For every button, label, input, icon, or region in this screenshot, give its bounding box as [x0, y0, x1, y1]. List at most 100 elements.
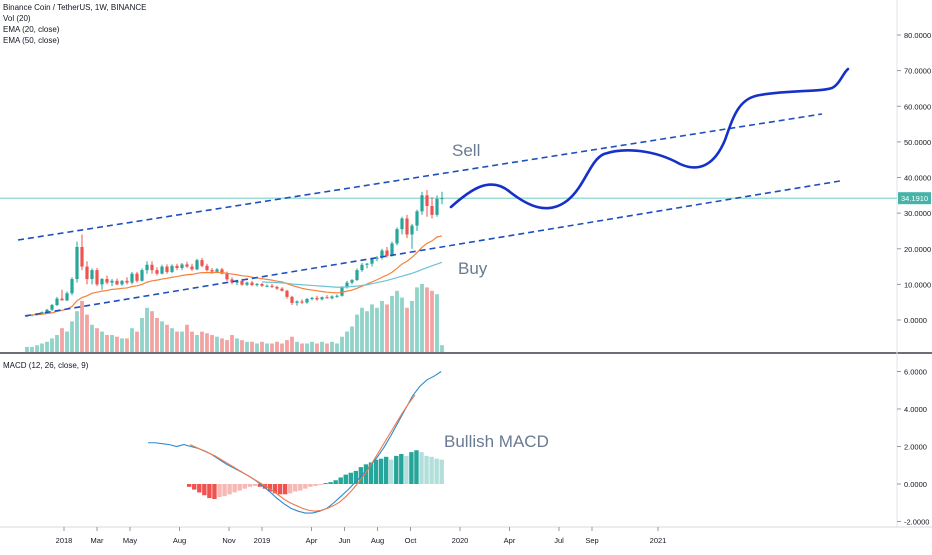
macd-histogram-bar — [293, 484, 298, 492]
volume-bar — [90, 324, 94, 352]
volume-bar — [425, 287, 429, 352]
main-legend: Binance Coin / TetherUS, 1W, BINANCE Vol… — [3, 2, 146, 46]
candle-body — [440, 198, 444, 200]
macd-tick-label: 4.0000 — [904, 405, 927, 414]
candle-body — [175, 265, 179, 268]
macd-histogram-bar — [227, 484, 232, 495]
candle-body — [405, 218, 409, 235]
macd-histogram-bar — [247, 484, 252, 487]
macd-histogram-bar — [197, 484, 202, 493]
price-tick-label: 40.0000 — [904, 174, 931, 183]
candle-body — [40, 312, 44, 314]
price-tick-label: 20.0000 — [904, 245, 931, 254]
volume-bar — [410, 301, 414, 352]
volume-bar — [25, 346, 29, 352]
price-tick-label: 60.0000 — [904, 102, 931, 111]
time-tick-label: Apr — [504, 536, 516, 545]
volume-bar — [305, 343, 309, 352]
channel-lower-line — [24, 180, 841, 317]
volume-bar — [245, 341, 249, 352]
candle-body — [435, 198, 439, 215]
candle-body — [310, 297, 314, 299]
volume-bar — [240, 340, 244, 352]
volume-bar — [370, 304, 374, 352]
volume-bar — [120, 338, 124, 352]
candle-body — [75, 246, 79, 280]
volume-bar — [60, 328, 64, 352]
price-tick-label: 0.0000 — [904, 316, 927, 325]
volume-bar — [390, 295, 394, 352]
macd-histogram-bar — [282, 484, 288, 495]
candle-body — [55, 298, 59, 306]
candle-body — [170, 265, 174, 272]
volume-bar — [165, 324, 169, 352]
candle-body — [395, 229, 399, 244]
time-tick-label: Oct — [405, 536, 418, 545]
volume-bar — [70, 321, 74, 352]
volume-bar — [150, 311, 154, 352]
volume-bar — [270, 343, 274, 352]
volume-bar — [265, 343, 269, 352]
candle-body — [255, 284, 259, 286]
candle-body — [100, 279, 104, 285]
candle-body — [120, 280, 124, 285]
time-tick-label: Jun — [338, 536, 350, 545]
candle-body — [260, 284, 264, 286]
macd-legend: MACD (12, 26, close, 9) — [3, 360, 88, 371]
volume-bar — [225, 340, 229, 352]
candle-body — [340, 287, 344, 296]
candle-body — [425, 195, 429, 206]
candle-body — [245, 282, 249, 285]
volume-bar — [385, 304, 389, 352]
candle-body — [300, 301, 304, 303]
candle-body — [315, 297, 319, 300]
candle-body — [400, 218, 404, 230]
volume-bar — [330, 341, 334, 352]
price-tick-label: 10.0000 — [904, 280, 931, 289]
macd-histogram-bar — [323, 483, 328, 485]
time-tick-label: 2021 — [650, 536, 667, 545]
macd-histogram-bar — [313, 484, 318, 486]
candle-body — [180, 264, 184, 268]
candle-body — [360, 264, 364, 271]
volume-bar — [85, 314, 89, 352]
candle-body — [65, 293, 69, 301]
candle-body — [225, 273, 229, 280]
volume-bar — [100, 331, 104, 352]
volume-bar — [195, 335, 199, 352]
candle-body — [215, 269, 219, 272]
ema20-legend[interactable]: EMA (20, close) — [3, 25, 60, 34]
volume-bar — [135, 331, 139, 352]
vol-legend[interactable]: Vol (20) — [3, 14, 31, 23]
volume-bar — [110, 335, 114, 352]
candle-body — [190, 266, 194, 270]
candle-body — [275, 286, 279, 289]
time-tick-label: Nov — [222, 536, 236, 545]
candle-body — [420, 195, 424, 212]
macd-histogram-bar — [424, 455, 429, 484]
price-tag-label: 34.1910 — [901, 194, 928, 203]
macd-title[interactable]: MACD (12, 26, close, 9) — [3, 361, 89, 370]
candle-body — [160, 266, 164, 274]
volume-bar — [40, 343, 44, 352]
macd-histogram-bar — [333, 480, 338, 484]
macd-histogram-bar — [237, 484, 242, 491]
volume-bar — [160, 321, 164, 352]
macd-histogram-bar — [277, 484, 283, 495]
macd-histogram-bar — [439, 459, 444, 484]
volume-bar — [215, 336, 219, 352]
candle-body — [230, 279, 234, 283]
candle-body — [265, 285, 269, 287]
volume-bar — [175, 331, 179, 352]
ema50-legend[interactable]: EMA (50, close) — [3, 36, 60, 45]
macd-histogram-bar — [353, 470, 359, 484]
volume-bar — [435, 294, 439, 352]
macd-tick-label: 2.0000 — [904, 443, 927, 452]
symbol-title[interactable]: Binance Coin / TetherUS, 1W, BINANCE — [3, 3, 147, 12]
candle-body — [110, 280, 114, 283]
candle-body — [165, 266, 169, 272]
macd-histogram-bar — [232, 484, 237, 493]
volume-bar — [50, 338, 54, 352]
